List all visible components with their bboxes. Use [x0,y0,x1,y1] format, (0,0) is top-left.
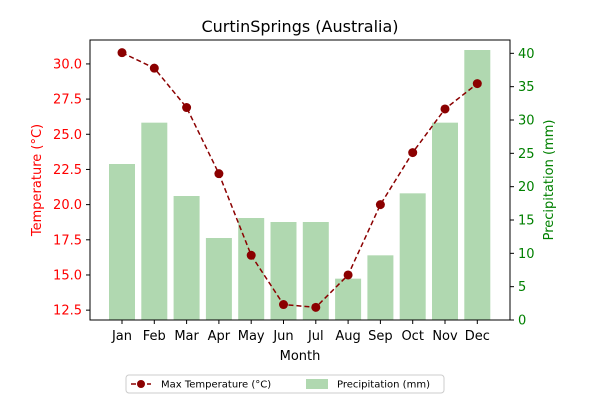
x-axis-label: Month [280,349,321,364]
y-right-tick-label: 5 [518,280,526,295]
y-left-tick-label: 20.0 [53,198,82,213]
chart-title: CurtinSprings (Australia) [201,17,398,36]
temperature-point-jan [117,48,127,58]
temperature-point-dec [472,79,482,89]
temperature-point-may [246,250,256,260]
y-left-tick-label: 12.5 [53,304,82,319]
temperature-point-sep [375,200,385,210]
legend-bar-swatch [306,379,328,389]
legend-marker-swatch [137,380,145,388]
precip-bar-dec [464,50,491,320]
x-tick-label: Jul [307,329,324,344]
y-right-tick-label: 25 [518,147,535,162]
y-right-tick-label: 15 [518,214,535,229]
temperature-point-mar [182,103,192,113]
x-axis: Jan Feb Mar Apr May Jun Jul Aug Sep Oct Nov Dec [111,320,490,344]
temperature-line [117,48,482,312]
temperature-point-nov [440,104,450,114]
x-tick-label: Apr [208,329,231,344]
y-left-tick-label: 27.5 [53,93,82,108]
y-left-tick-label: 17.5 [53,233,82,248]
legend: Max Temperature (°C) Precipitation (mm) [125,374,445,394]
y-right-tick-label: 0 [518,314,526,329]
precip-bar-aug [335,278,362,320]
legend-label-temperature: Max Temperature (°C) [161,380,271,391]
temperature-point-apr [214,169,224,179]
precip-bar-mar [173,196,200,320]
y-left-tick-label: 22.5 [53,163,82,178]
precip-bar-nov [432,122,458,321]
x-tick-label: Sep [368,329,393,344]
x-tick-label: Dec [465,329,490,344]
x-tick-label: Jan [111,329,132,344]
x-tick-label: Jun [272,329,293,344]
legend-label-precipitation: Precipitation (mm) [337,380,430,391]
x-tick-label: Mar [174,329,199,344]
x-tick-label: Aug [335,329,360,344]
precip-bar-sep [367,255,394,320]
y-axis-right-label: Precipitation (mm) [542,120,557,241]
temperature-series-line [121,51,478,309]
precipitation-bars [109,50,491,321]
y-axis-left-label: Temperature (°C) [30,124,45,237]
y-right-tick-label: 10 [518,247,535,262]
legend-box [125,374,445,394]
plot-border [89,39,511,321]
y-left-tick-label: 25.0 [53,128,82,143]
temperature-point-oct [408,148,418,158]
y-right-tick-label: 20 [518,180,535,195]
y-axis-left: 12.5 15.0 17.5 20.0 22.5 25.0 27.5 30.0 [53,57,90,319]
precip-bar-feb [141,122,168,321]
precip-bar-oct [399,193,426,320]
x-tick-label: Nov [432,329,458,344]
temperature-point-feb [149,63,159,73]
y-right-tick-label: 35 [518,80,535,95]
x-tick-label: May [238,329,265,344]
temperature-point-jul [311,302,321,312]
x-tick-label: Feb [143,329,166,344]
y-left-tick-label: 15.0 [53,268,82,283]
y-right-tick-label: 40 [518,47,535,62]
plot-frame [89,39,511,321]
y-left-tick-label: 30.0 [53,57,82,72]
temperature-point-jun [279,300,288,310]
y-right-tick-label: 30 [518,114,535,129]
y-axis-right: 0 5 10 15 20 25 30 35 40 [510,47,535,329]
x-tick-label: Oct [401,329,423,344]
precip-bar-jan [109,164,135,320]
temperature-point-aug [343,270,353,280]
precip-bar-apr [205,238,232,320]
